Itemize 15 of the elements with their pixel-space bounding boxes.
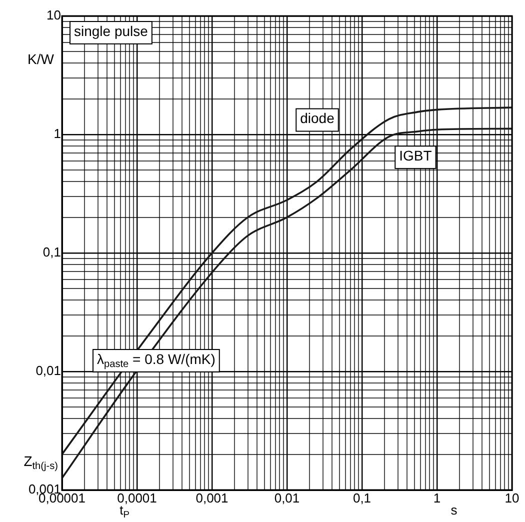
x-tick-label: 10 — [504, 490, 520, 506]
x-tick-label: 0,01 — [274, 490, 300, 506]
x-tick-label: 0,001 — [196, 490, 228, 506]
y-tick-label: 0,1 — [42, 244, 61, 260]
series-label: IGBT — [399, 147, 432, 164]
x-tick-label: 0,1 — [352, 490, 372, 506]
series-label: diode — [300, 110, 335, 126]
y-tick-label: 10 — [46, 8, 61, 23]
x-tick-label: 1 — [433, 490, 441, 506]
y-tick-label: 0,01 — [36, 363, 61, 378]
text: s — [450, 502, 458, 518]
x-tick-label: 0,0001 — [117, 490, 157, 506]
text: K/W — [28, 50, 55, 67]
y-tick-label: 1 — [54, 126, 61, 142]
annotation: single pulse — [74, 22, 148, 39]
